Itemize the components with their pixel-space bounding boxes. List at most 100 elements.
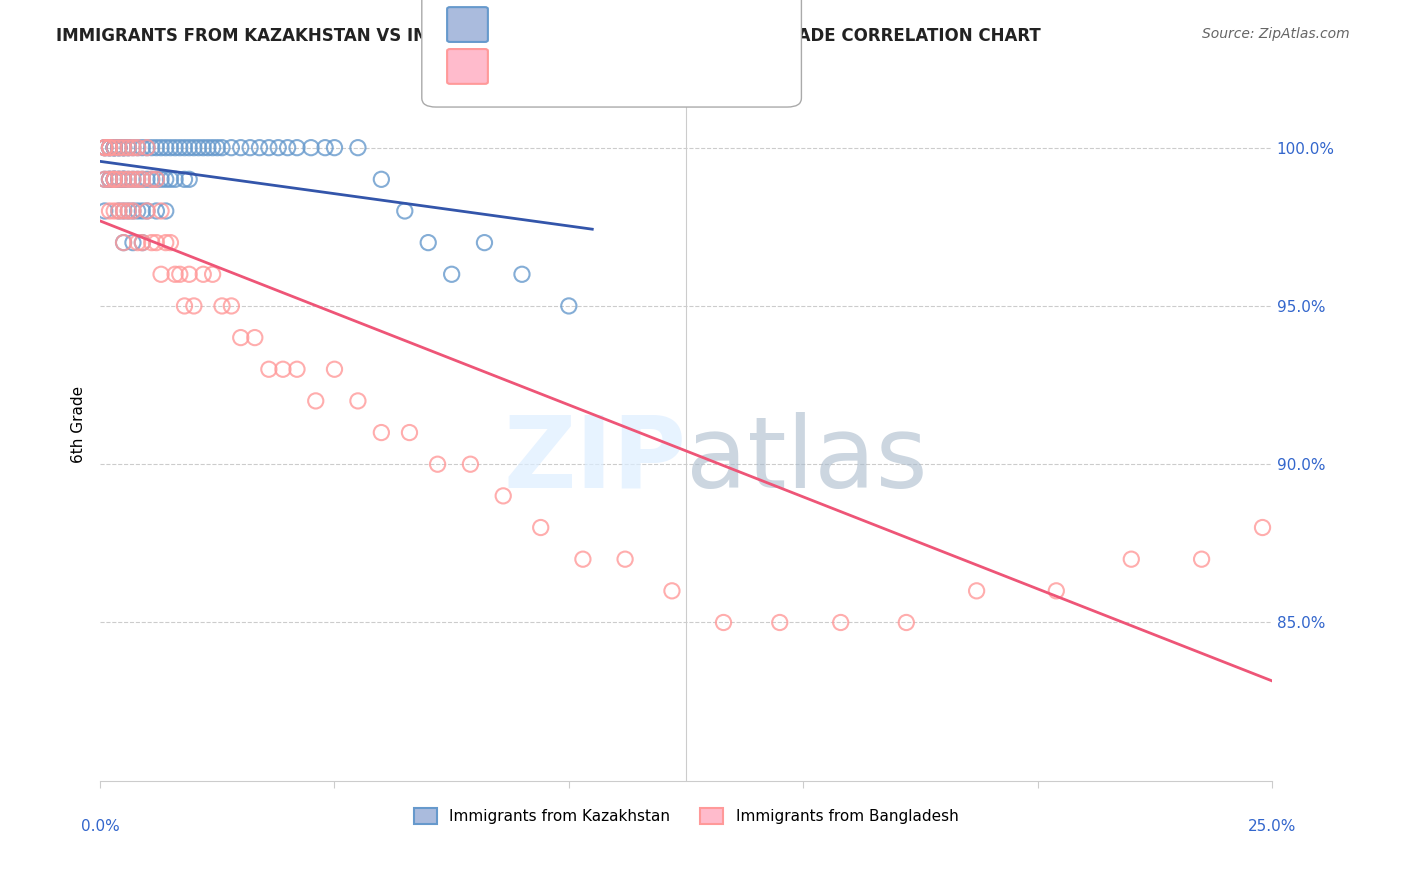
Point [127, 172, 149, 186]
Point [112, 235, 135, 250]
Point [558, 299, 581, 313]
Point [183, 299, 205, 313]
Point [136, 204, 159, 219]
Point [229, 141, 252, 155]
Point [131, 172, 153, 186]
Point [830, 615, 852, 630]
Point [530, 520, 553, 534]
Point [108, 204, 131, 219]
Point [103, 141, 125, 155]
Point [370, 425, 392, 440]
Point [94, 204, 117, 219]
Point [98, 141, 121, 155]
Point [197, 141, 219, 155]
Text: 25.0%: 25.0% [1247, 819, 1296, 834]
Point [150, 172, 173, 186]
Point [94, 141, 117, 155]
Point [108, 141, 131, 155]
Point [122, 141, 145, 155]
Point [141, 172, 163, 186]
Point [145, 172, 167, 186]
Point [1121, 552, 1143, 566]
Point [98, 172, 121, 186]
Point [1354, 457, 1376, 471]
Point [98, 141, 121, 155]
Point [145, 172, 167, 186]
Point [155, 235, 177, 250]
Point [103, 172, 125, 186]
Point [257, 141, 280, 155]
Point [221, 141, 243, 155]
Point [112, 235, 135, 250]
Point [122, 235, 145, 250]
Point [127, 172, 149, 186]
Point [159, 235, 181, 250]
Point [98, 172, 121, 186]
Point [117, 141, 139, 155]
Text: ZIP: ZIP [503, 412, 686, 508]
Point [179, 172, 201, 186]
Point [103, 204, 125, 219]
Point [117, 141, 139, 155]
Point [108, 141, 131, 155]
Point [108, 172, 131, 186]
Point [94, 141, 117, 155]
Point [136, 204, 159, 219]
Point [418, 235, 440, 250]
Point [201, 141, 224, 155]
Point [103, 172, 125, 186]
Point [614, 552, 637, 566]
Text: 0.0%: 0.0% [80, 819, 120, 834]
Point [201, 267, 224, 281]
Point [183, 141, 205, 155]
Point [187, 141, 209, 155]
Point [426, 457, 449, 471]
Point [94, 172, 117, 186]
Point [221, 299, 243, 313]
Point [314, 141, 336, 155]
Point [112, 141, 135, 155]
Point [112, 141, 135, 155]
Point [131, 172, 153, 186]
Point [98, 172, 121, 186]
Point [440, 267, 463, 281]
Legend: Immigrants from Kazakhstan, Immigrants from Bangladesh: Immigrants from Kazakhstan, Immigrants f… [408, 802, 965, 830]
Point [211, 141, 233, 155]
Point [131, 235, 153, 250]
Point [112, 204, 135, 219]
Point [136, 172, 159, 186]
Point [145, 235, 167, 250]
Point [169, 141, 191, 155]
Point [127, 141, 149, 155]
Point [127, 204, 149, 219]
Point [347, 141, 370, 155]
Point [122, 172, 145, 186]
Point [136, 141, 159, 155]
Point [285, 362, 308, 376]
Point [398, 425, 420, 440]
Point [98, 141, 121, 155]
Text: R = -0.498   N = 76: R = -0.498 N = 76 [498, 58, 675, 76]
Point [94, 141, 117, 155]
Point [103, 141, 125, 155]
Point [131, 235, 153, 250]
Point [173, 299, 195, 313]
Point [370, 172, 392, 186]
Point [108, 141, 131, 155]
Point [229, 330, 252, 344]
Point [271, 362, 294, 376]
Point [103, 172, 125, 186]
Point [112, 172, 135, 186]
Point [249, 141, 271, 155]
Point [1251, 520, 1274, 534]
Point [243, 330, 266, 344]
Point [159, 172, 181, 186]
Point [150, 141, 173, 155]
Point [239, 141, 262, 155]
Point [1191, 552, 1213, 566]
Point [150, 204, 173, 219]
Point [112, 172, 135, 186]
Point [112, 141, 135, 155]
Text: atlas: atlas [686, 412, 928, 508]
Point [131, 141, 153, 155]
